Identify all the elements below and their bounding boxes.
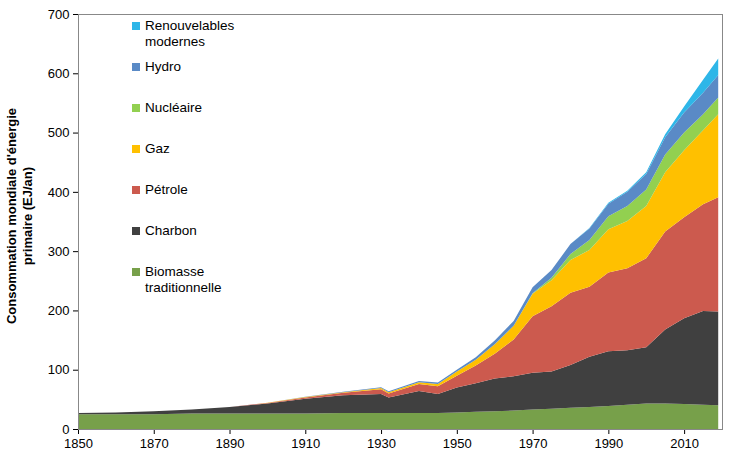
svg-text:700: 700 bbox=[48, 7, 70, 22]
svg-text:1950: 1950 bbox=[443, 436, 472, 451]
svg-text:1910: 1910 bbox=[291, 436, 320, 451]
html-text:Consommation mondiale d'énergi: Consommation mondiale d'énergie primaire… bbox=[4, 107, 35, 325]
html-text:Hydro: Hydro bbox=[145, 59, 181, 74]
svg-text:1970: 1970 bbox=[519, 436, 548, 451]
svg-text:1930: 1930 bbox=[367, 436, 396, 451]
svg-text:400: 400 bbox=[48, 185, 70, 200]
svg-text:200: 200 bbox=[48, 303, 70, 318]
html-text:Pétrole: Pétrole bbox=[145, 182, 188, 197]
html-text:Gaz: Gaz bbox=[145, 141, 170, 156]
svg-text:600: 600 bbox=[48, 66, 70, 81]
svg-text:1890: 1890 bbox=[216, 436, 245, 451]
svg-text:300: 300 bbox=[48, 244, 70, 259]
svg-text:100: 100 bbox=[48, 362, 70, 377]
html-text:Nucléaire: Nucléaire bbox=[145, 100, 202, 115]
html-text:Biomasse traditionnelle: Biomasse traditionnelle bbox=[145, 264, 222, 295]
svg-text:2010: 2010 bbox=[670, 436, 699, 451]
svg-text:500: 500 bbox=[48, 125, 70, 140]
svg-text:1870: 1870 bbox=[140, 436, 169, 451]
svg-text:0: 0 bbox=[62, 422, 69, 437]
svg-text:1850: 1850 bbox=[64, 436, 93, 451]
html-text:Renouvelables modernes: Renouvelables modernes bbox=[145, 18, 235, 49]
svg-text:1990: 1990 bbox=[594, 436, 623, 451]
html-text:Charbon: Charbon bbox=[145, 223, 197, 238]
